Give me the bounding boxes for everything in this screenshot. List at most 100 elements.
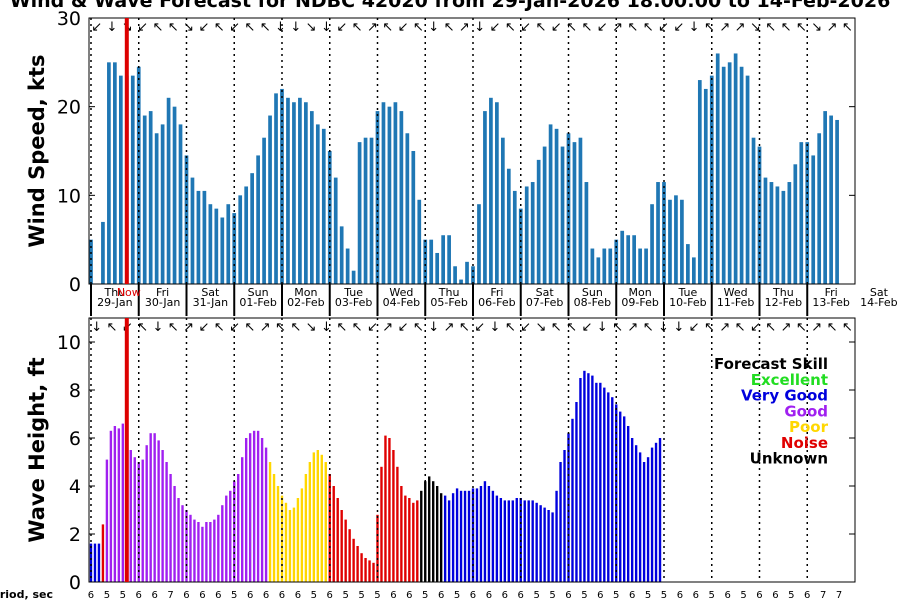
wind-bar [793,164,798,284]
day-name-label: Tue [677,286,697,299]
wind-direction-arrow: ↓ [275,20,286,35]
legend-entry-unknown: Unknown [750,450,828,468]
wind-bar [357,142,362,284]
wave-bar [515,498,518,582]
wind-bar [668,199,672,284]
period-value: 5 [645,590,651,600]
wave-bar [475,488,479,582]
wind-direction-arrow: ↘ [811,20,822,35]
wind-bar [178,124,183,285]
wind-bar [459,279,463,284]
date-label: 13-Feb [812,296,849,309]
wind-direction-arrow: ↓ [107,20,118,35]
wave-bar [646,457,650,582]
date-label: 07-Feb [526,296,563,309]
wave-bar [105,459,109,582]
wind-bar [447,235,451,284]
wave-bar [296,498,300,582]
wave-bar [213,519,216,582]
day-name-label: Fri [156,286,169,299]
date-label: 06-Feb [478,296,515,309]
wave-bar [348,529,351,582]
wave-direction-arrow: ↓ [91,320,102,335]
wind-direction-arrow: ↓ [689,20,700,35]
wave-direction-arrow: ↙ [520,320,531,335]
period-value: 6 [151,590,157,600]
period-value: 5 [788,590,794,600]
wave-bar [658,438,662,582]
wind-y-tick-label: 30 [57,8,81,30]
wind-bar [471,266,475,284]
wind-bar [489,97,493,284]
wave-bar [372,562,375,582]
wind-bar [495,102,499,284]
wind-bar [829,115,833,285]
wave-bar [141,459,144,582]
wave-bar [499,498,503,582]
period-value: 6 [756,590,762,600]
wave-direction-arrow: ↓ [673,320,684,335]
wind-bar [381,102,386,284]
wave-direction-arrow: ↖ [168,320,179,335]
wave-bar [308,462,312,582]
wave-bar [559,462,562,582]
wind-bar [608,248,613,284]
wind-direction-arrow: ↖ [505,20,516,35]
wave-bar [101,524,105,582]
wind-bar [805,142,810,284]
wave-bar [332,486,335,582]
wind-bar [620,230,625,284]
period-value: 5 [120,590,126,600]
period-value: 6 [486,590,492,600]
wave-bar [583,370,586,582]
wind-bar [542,146,547,284]
period-value: 6 [502,590,508,600]
wave-bar [479,486,483,582]
wave-bar [376,514,379,582]
wave-direction-arrow: ↓ [658,320,669,335]
wave-direction-arrow: ↙ [750,320,761,335]
wind-bar [118,75,123,284]
date-label: 30-Jan [145,296,181,309]
wave-bar [543,507,546,582]
wave-bar [364,558,367,582]
wave-bar [439,493,443,582]
wave-bar [428,476,431,582]
wave-bar [611,397,614,582]
wave-direction-arrow: ↖ [765,320,776,335]
wave-direction-arrow: ↙ [398,320,409,335]
period-value: 6 [295,590,301,600]
wind-direction-arrow: ↗ [827,20,838,35]
wave-y-tick-label: 6 [69,428,81,450]
wind-direction-arrow: ↖ [627,20,638,35]
day-name-label: Thu [772,286,794,299]
wind-direction-arrow: ↖ [444,20,455,35]
wave-bar [324,462,327,582]
wave-bar [352,538,355,582]
wind-bar [423,239,428,284]
wind-bar [757,146,762,284]
period-value: 5 [549,590,555,600]
wind-bar [721,66,726,285]
period-value: 6 [406,590,412,600]
wave-bar [109,430,113,582]
wave-direction-arrow: ↗ [444,320,455,335]
wind-direction-arrow: ↙ [490,20,501,35]
wind-bar [160,124,165,285]
wind-bar [399,111,404,284]
wave-bar [432,481,435,582]
period-value: 5 [533,590,539,600]
wind-bar [817,133,822,284]
wind-bar [835,119,839,284]
date-label: 09-Feb [621,296,658,309]
wave-bar [404,495,407,582]
wave-bar [416,500,419,582]
wave-day-gridlines [90,318,808,582]
wave-bar [300,488,304,582]
wind-bar [644,248,648,284]
wind-bar [596,257,601,284]
wave-bar [380,466,383,582]
wind-bar [477,204,481,284]
wind-direction-arrow: ↓ [321,20,332,35]
